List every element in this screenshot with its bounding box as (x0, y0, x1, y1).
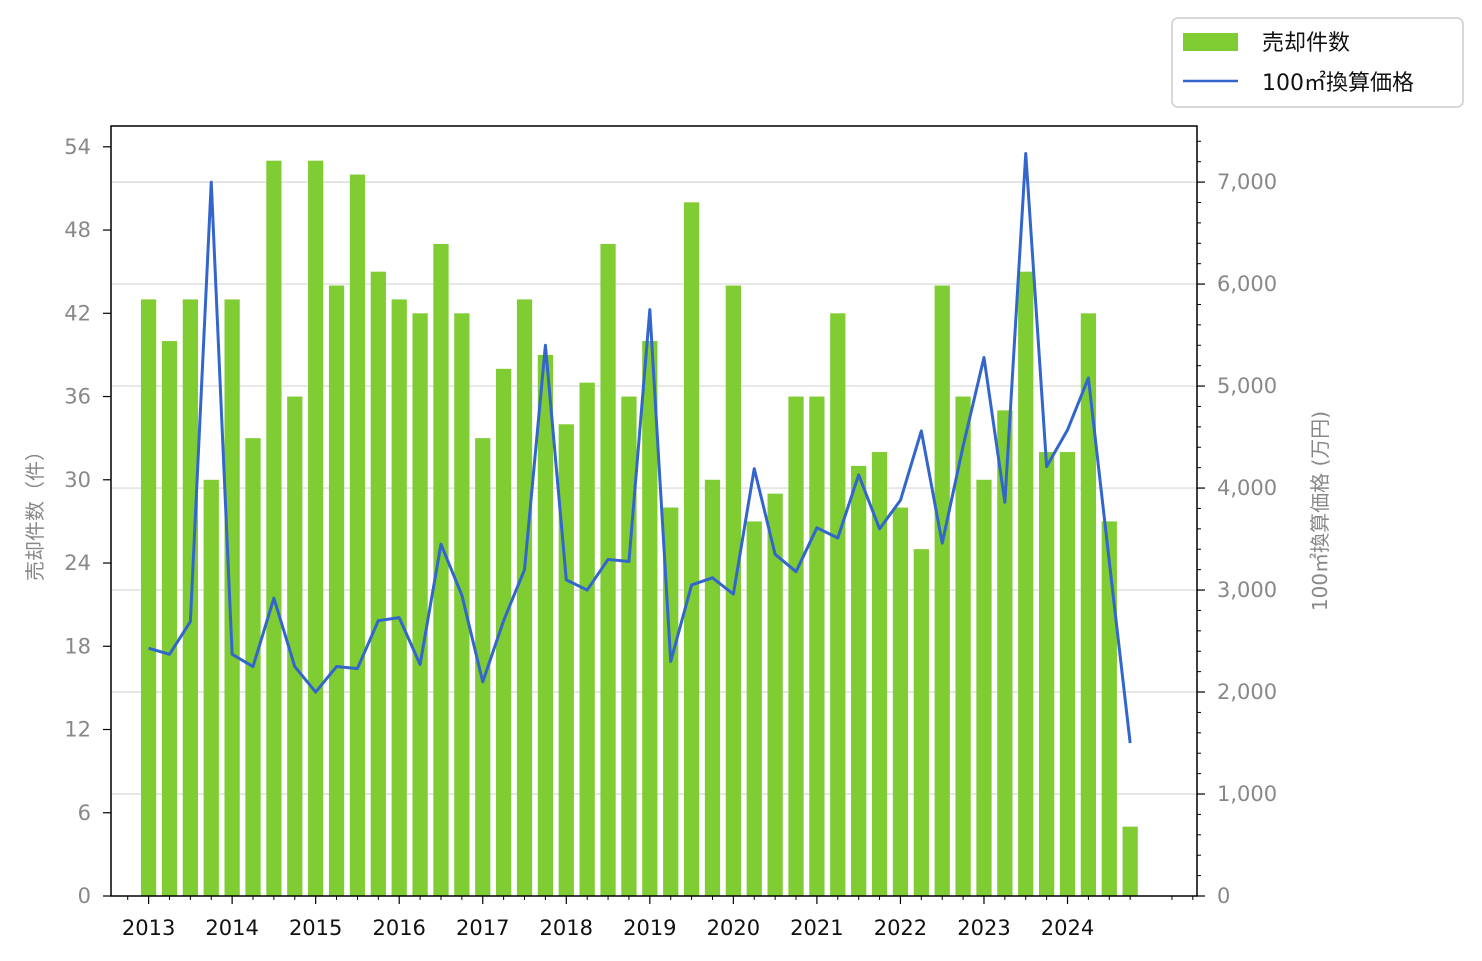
bar-30 (767, 493, 783, 896)
left-tick-label-2: 12 (64, 718, 91, 742)
price-line (148, 152, 1132, 744)
x-tick-label-9: 2022 (874, 916, 927, 940)
bar-40 (976, 479, 992, 896)
bar-45 (1080, 313, 1097, 896)
plot-frame (110, 125, 1198, 897)
legend: 売却件数 100㎡換算価格 (1171, 17, 1464, 108)
left-tick-label-5: 30 (64, 468, 91, 492)
right-tick-label-2: 2,000 (1217, 680, 1277, 704)
right-tick-label-7: 7,000 (1217, 170, 1277, 194)
bar-37 (913, 549, 929, 896)
bar-31 (788, 396, 804, 896)
bar-41 (997, 410, 1013, 896)
left-tick-label-6: 36 (64, 385, 91, 409)
bar-44 (1059, 452, 1076, 896)
bar-23 (621, 396, 637, 896)
left-tick-label-9: 54 (64, 135, 91, 159)
bar-47 (1122, 826, 1138, 896)
bar-20 (558, 424, 574, 896)
legend-box (1171, 17, 1464, 108)
bar-21 (579, 382, 595, 897)
bar-18 (516, 299, 533, 896)
bar-series-sales-count (140, 160, 1138, 897)
right-tick-label-3: 3,000 (1217, 578, 1277, 602)
left-tick-label-4: 24 (64, 551, 91, 575)
right-tick-label-5: 5,000 (1217, 374, 1277, 398)
bar-7 (287, 396, 303, 896)
x-tick-label-1: 2014 (205, 916, 258, 940)
bar-42 (1018, 271, 1034, 897)
bar-26 (683, 202, 700, 897)
bar-16 (475, 438, 491, 896)
bar-1 (161, 341, 178, 896)
right-axis-label: 100㎡換算価格 (万円) (1308, 411, 1332, 611)
right-tick-label-6: 6,000 (1217, 272, 1277, 296)
bar-19 (537, 354, 554, 896)
legend-line-label: 100㎡換算価格 (1262, 70, 1414, 96)
left-tick-label-7: 42 (64, 301, 91, 325)
x-tick-label-6: 2019 (623, 916, 676, 940)
x-tick-label-2: 2015 (289, 916, 342, 940)
bar-46 (1101, 521, 1117, 896)
bar-24 (642, 341, 658, 896)
bar-32 (809, 396, 825, 896)
right-tick-label-1: 1,000 (1217, 782, 1277, 806)
bar-6 (266, 160, 282, 896)
bar-33 (830, 313, 846, 896)
bar-4 (224, 299, 240, 896)
x-tick-label-11: 2024 (1041, 916, 1094, 940)
x-tick-label-0: 2013 (122, 916, 175, 940)
bar-3 (203, 479, 219, 896)
x-axis-ticks: 2013 2014 2015 2016 2017 2018 2019 2020 2021 2022… (122, 896, 1194, 940)
right-tick-label-4: 4,000 (1217, 476, 1277, 500)
x-tick-label-3: 2016 (372, 916, 425, 940)
bar-34 (851, 465, 867, 896)
bar-39 (955, 396, 971, 896)
bar-9 (328, 285, 345, 896)
bar-8 (308, 160, 324, 896)
right-tick-label-0: 0 (1217, 884, 1230, 908)
bar-27 (704, 479, 721, 896)
left-tick-label-8: 48 (64, 218, 91, 242)
bar-43 (1039, 452, 1055, 896)
line-series-price (148, 152, 1132, 744)
left-axis-ticks: 0 6 12 18 24 30 36 42 48 54 (64, 135, 111, 908)
x-tick-label-8: 2021 (790, 916, 843, 940)
legend-bar-label: 売却件数 (1262, 31, 1350, 56)
bar-17 (496, 368, 512, 896)
x-tick-label-5: 2018 (540, 916, 593, 940)
bar-14 (433, 243, 449, 897)
right-axis-ticks: 0 1,000 2,000 3,000 4,000 5,000 6,000 7,000 (1197, 140, 1277, 908)
left-tick-label-1: 6 (78, 801, 91, 825)
left-tick-label-0: 0 (78, 884, 91, 908)
bar-38 (934, 285, 950, 896)
bar-11 (370, 271, 386, 897)
bar-36 (892, 507, 909, 896)
x-tick-label-10: 2023 (957, 916, 1010, 940)
legend-bar-swatch (1183, 33, 1238, 51)
bar-13 (412, 313, 428, 896)
bar-29 (746, 521, 762, 896)
bar-10 (349, 174, 366, 896)
left-tick-label-3: 18 (64, 634, 91, 658)
bar-22 (600, 243, 616, 897)
left-axis-label: 売却件数（件） (23, 441, 47, 581)
bar-15 (454, 313, 470, 896)
bar-35 (871, 452, 888, 896)
x-tick-label-7: 2020 (707, 916, 760, 940)
bar-0 (140, 299, 157, 896)
x-tick-label-4: 2017 (456, 916, 509, 940)
bar-12 (391, 299, 407, 896)
